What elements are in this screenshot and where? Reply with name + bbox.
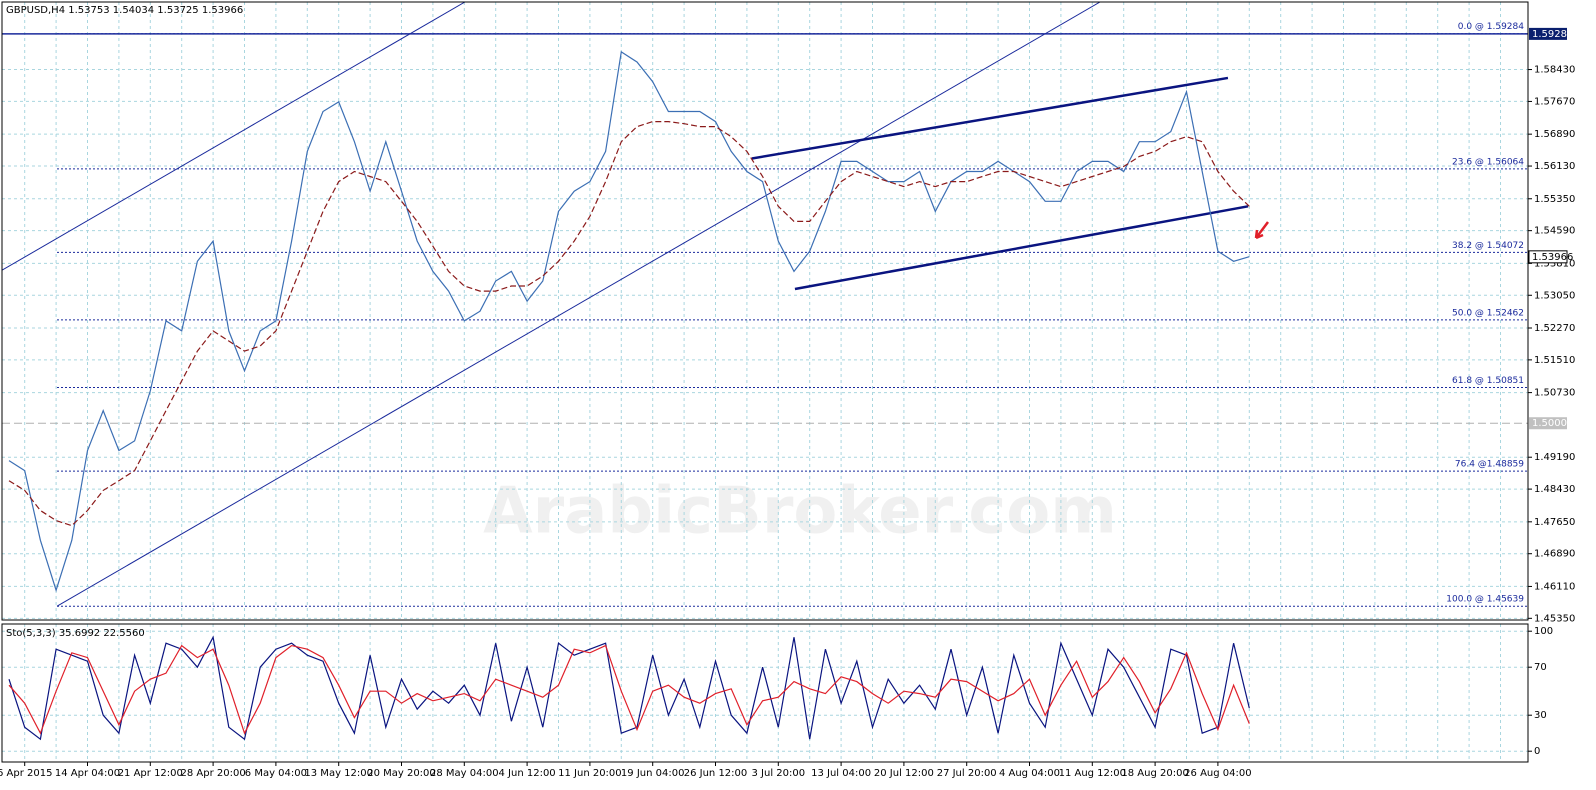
y-tick-label: 70: [1534, 662, 1547, 673]
x-tick-label: 27 Jul 20:00: [937, 768, 997, 779]
series-line: [8, 50, 1250, 593]
x-tick-label: 13 Jul 04:00: [811, 768, 871, 779]
x-tick-label: 28 May 04:00: [430, 768, 499, 779]
x-tick-label: 6 Apr 2015: [0, 768, 52, 779]
x-tick-label: 21 Apr 12:00: [118, 768, 183, 779]
y-tick-label: 1.52270: [1534, 323, 1575, 334]
fib-label: 38.2 @ 1.54072: [1452, 241, 1524, 251]
y-tick-label: 1.47650: [1534, 517, 1575, 528]
main-panel: [2, 2, 1528, 620]
trendline: [2, 2, 466, 271]
x-tick-label: 26 Aug 04:00: [1184, 768, 1251, 779]
arrow: [1254, 221, 1269, 240]
fib-label: 100.0 @ 1.45639: [1446, 595, 1524, 605]
y-tick-label: 100: [1534, 626, 1553, 637]
y-tick-label: 1.58430: [1534, 65, 1575, 76]
main-frame: [1, 1, 1529, 621]
price-box-label: 1.50000: [1532, 418, 1573, 429]
price-box-label: 1.53966: [1532, 252, 1573, 263]
y-tick-label: 1.53810: [1534, 258, 1575, 269]
x-tick-label: 11 Aug 12:00: [1059, 768, 1126, 779]
price-box: [1529, 27, 1567, 40]
y-tick-label: 1.56130: [1534, 161, 1575, 172]
series-line: [8, 121, 1250, 527]
stochastic-frame: [1, 623, 1529, 763]
x-tick-label: 20 Jul 12:00: [874, 768, 934, 779]
x-tick-label: 4 Aug 04:00: [999, 768, 1060, 779]
x-tick-label: 18 Aug 20:00: [1121, 768, 1188, 779]
fib-label: 76.4 @1.48859: [1455, 460, 1524, 470]
fib-label: 50.0 @ 1.52462: [1452, 308, 1524, 318]
x-tick-label: 13 May 12:00: [304, 768, 373, 779]
header: GBPUSD,H4 1.53753 1.54034 1.53725 1.5396…: [6, 5, 243, 16]
fib-label: 61.8 @ 1.50851: [1452, 376, 1524, 386]
y-tick-label: 1.56890: [1534, 129, 1575, 140]
series-line: [8, 635, 1250, 741]
x-tick-label: 26 Jun 12:00: [684, 768, 748, 779]
y-tick-label: 1.45350: [1534, 613, 1575, 624]
y-tick-label: 1.49190: [1534, 452, 1575, 463]
x-tick-label: 19 Jun 04:00: [621, 768, 685, 779]
x-tick-label: 20 May 20:00: [367, 768, 436, 779]
price-box: [1529, 417, 1567, 430]
y-tick-label: 1.46890: [1534, 549, 1575, 560]
x-tick-label: 28 Apr 20:00: [180, 768, 245, 779]
y-tick-label: 1.48430: [1534, 484, 1575, 495]
trendline: [794, 205, 1249, 291]
price-box: [1528, 250, 1568, 264]
stochastic-panel: [2, 624, 1528, 762]
x-tick-label: 3 Jul 20:00: [751, 768, 805, 779]
x-tick-label: 11 Jun 20:00: [558, 768, 622, 779]
y-tick-label: 1.57670: [1534, 96, 1575, 107]
trendline: [56, 2, 1101, 607]
y-tick-label: 0: [1534, 746, 1540, 757]
trendline: [751, 76, 1229, 160]
y-tick-label: 1.50730: [1534, 388, 1575, 399]
overlay: 1.45350 1.46110 1.46890 1.47650 1.48430 1.491…: [0, 22, 1575, 779]
fib-label: 23.6 @ 1.56064: [1452, 157, 1524, 167]
price-box-label: 1.59280: [1532, 29, 1573, 40]
fib-label: 0.0 @ 1.59284: [1458, 22, 1525, 32]
y-tick-label: 1.46110: [1534, 581, 1575, 592]
x-tick-label: 4 Jun 12:00: [499, 768, 556, 779]
panel-title: Sto(5,3,3) 35.6992 22.5560: [6, 628, 145, 639]
y-tick-label: 30: [1534, 710, 1547, 721]
y-tick-label: 1.53050: [1534, 290, 1575, 301]
x-tick-label: 6 May 04:00: [245, 768, 307, 779]
y-tick-label: 1.55350: [1534, 194, 1575, 205]
watermark: ArabicBroker.com: [483, 475, 1117, 549]
series-line: [8, 644, 1250, 735]
y-tick-label: 1.54590: [1534, 226, 1575, 237]
y-tick-label: 1.51510: [1534, 355, 1575, 366]
x-tick-label: 14 Apr 04:00: [55, 768, 120, 779]
